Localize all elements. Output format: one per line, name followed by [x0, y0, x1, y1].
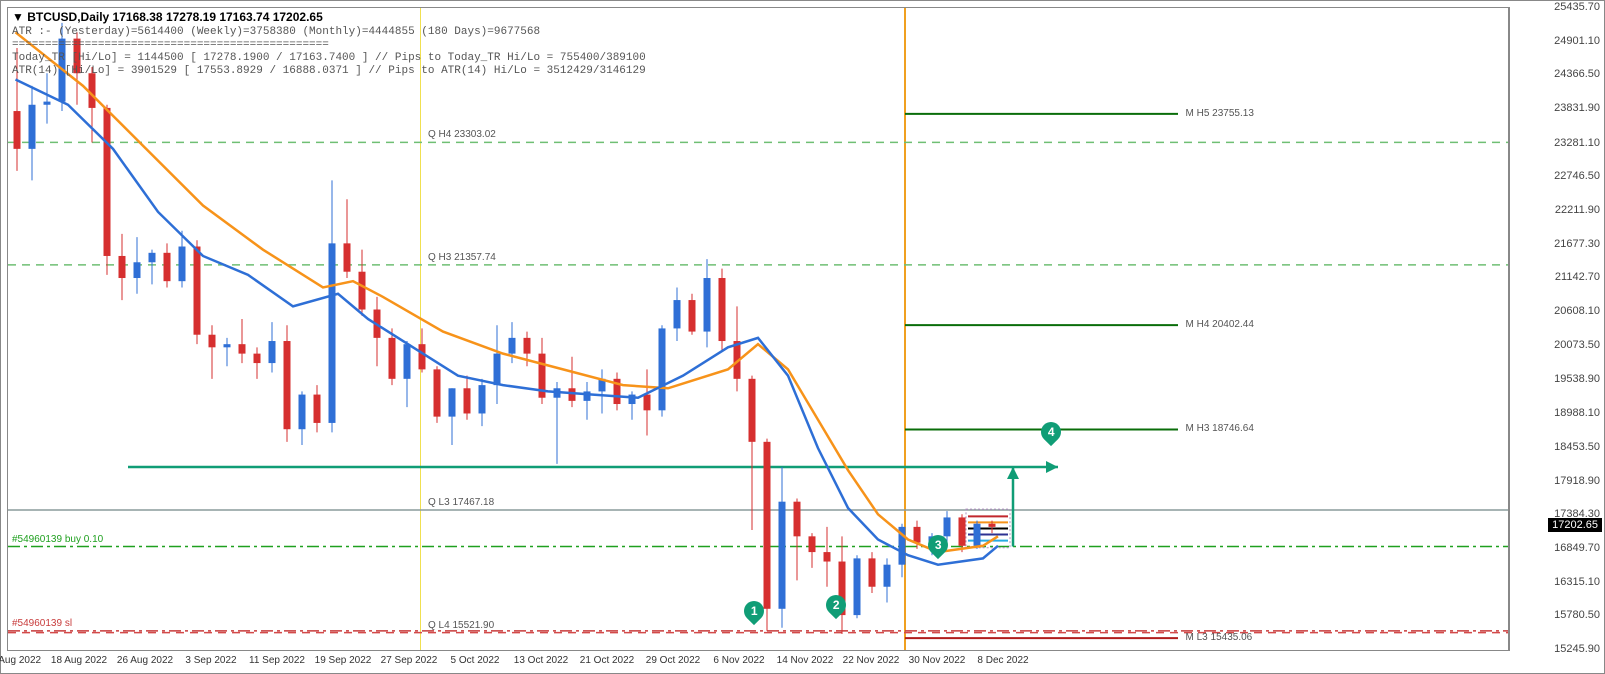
y-axis-label: 24901.10	[1554, 35, 1600, 47]
x-axis-label: 13 Oct 2022	[514, 655, 568, 666]
atr14-info: ATR(14) [Hi/Lo] = 3901529 [ 17553.8929 /…	[12, 65, 646, 77]
y-axis-label: 16315.10	[1554, 576, 1600, 588]
x-axis-label: 27 Sep 2022	[381, 655, 438, 666]
y-axis-label: 24366.50	[1554, 68, 1600, 80]
chart-marker-3: 3	[924, 531, 952, 559]
chart-svg	[8, 8, 1508, 650]
x-axis-label: 29 Oct 2022	[646, 655, 700, 666]
q-level-label: Q L4 15521.90	[428, 620, 494, 631]
x-axis-label: 5 Oct 2022	[451, 655, 500, 666]
buy-order-label: #54960139 buy 0.10	[12, 534, 103, 545]
q-level-label: Q H4 23303.02	[428, 129, 496, 140]
info-divider: ========================================…	[12, 39, 329, 51]
x-axis: 10 Aug 202218 Aug 202226 Aug 20223 Sep 2…	[7, 651, 1509, 673]
m-level-label: M L3 15435.06	[1186, 632, 1253, 643]
x-axis-label: 10 Aug 2022	[0, 655, 41, 666]
q-level-label: Q H3 21357.74	[428, 252, 496, 263]
atr-summary: ATR :- (Yesterday)=5614400 (Weekly)=3758…	[12, 26, 540, 38]
chart-container: ▼ BTCUSD,Daily 17168.38 17278.19 17163.7…	[0, 0, 1605, 674]
current-price-marker: 17202.65	[1548, 518, 1602, 532]
q-level-label: Q L3 17467.18	[428, 497, 494, 508]
x-axis-label: 14 Nov 2022	[777, 655, 834, 666]
x-axis-label: 22 Nov 2022	[843, 655, 900, 666]
y-axis-label: 23831.90	[1554, 102, 1600, 114]
x-axis-label: 3 Sep 2022	[185, 655, 236, 666]
chart-marker-1: 1	[739, 597, 767, 625]
chart-marker-4: 4	[1036, 418, 1064, 446]
y-axis-label: 21142.70	[1555, 271, 1600, 283]
y-axis-label: 23281.10	[1554, 137, 1600, 149]
x-axis-label: 8 Dec 2022	[977, 655, 1028, 666]
m-level-label: M H4 20402.44	[1186, 319, 1254, 330]
y-axis-label: 18453.50	[1554, 441, 1600, 453]
x-axis-label: 30 Nov 2022	[909, 655, 966, 666]
m-level-label: M H5 23755.13	[1186, 108, 1254, 119]
plot-area[interactable]: ▼ BTCUSD,Daily 17168.38 17278.19 17163.7…	[7, 7, 1509, 651]
x-axis-label: 19 Sep 2022	[315, 655, 372, 666]
y-axis-label: 16849.70	[1554, 542, 1600, 554]
y-axis-label: 19538.90	[1554, 373, 1600, 385]
y-axis: 25435.7024901.1024366.5023831.9023281.10…	[1509, 7, 1604, 651]
x-axis-label: 21 Oct 2022	[580, 655, 634, 666]
y-axis-label: 18988.10	[1554, 407, 1600, 419]
x-axis-label: 6 Nov 2022	[713, 655, 764, 666]
y-axis-label: 25435.70	[1554, 1, 1600, 13]
y-axis-label: 15780.50	[1554, 609, 1600, 621]
y-axis-label: 20073.50	[1554, 339, 1600, 351]
sl-order-label: #54960139 sl	[12, 618, 72, 629]
today-tr-info: Today_TR [Hi/Lo] = 1144500 [ 17278.1900 …	[12, 52, 646, 64]
y-axis-label: 17918.90	[1554, 475, 1600, 487]
x-axis-label: 26 Aug 2022	[117, 655, 173, 666]
y-axis-label: 22211.90	[1555, 204, 1600, 216]
y-axis-label: 21677.30	[1554, 238, 1600, 250]
chart-title: ▼ BTCUSD,Daily 17168.38 17278.19 17163.7…	[12, 10, 323, 24]
y-axis-label: 20608.10	[1554, 305, 1600, 317]
chart-marker-2: 2	[822, 591, 850, 619]
x-axis-label: 11 Sep 2022	[249, 655, 305, 666]
y-axis-label: 15245.90	[1554, 643, 1600, 655]
y-axis-label: 22746.50	[1554, 170, 1600, 182]
x-axis-label: 18 Aug 2022	[51, 655, 107, 666]
m-level-label: M H3 18746.64	[1186, 423, 1254, 434]
